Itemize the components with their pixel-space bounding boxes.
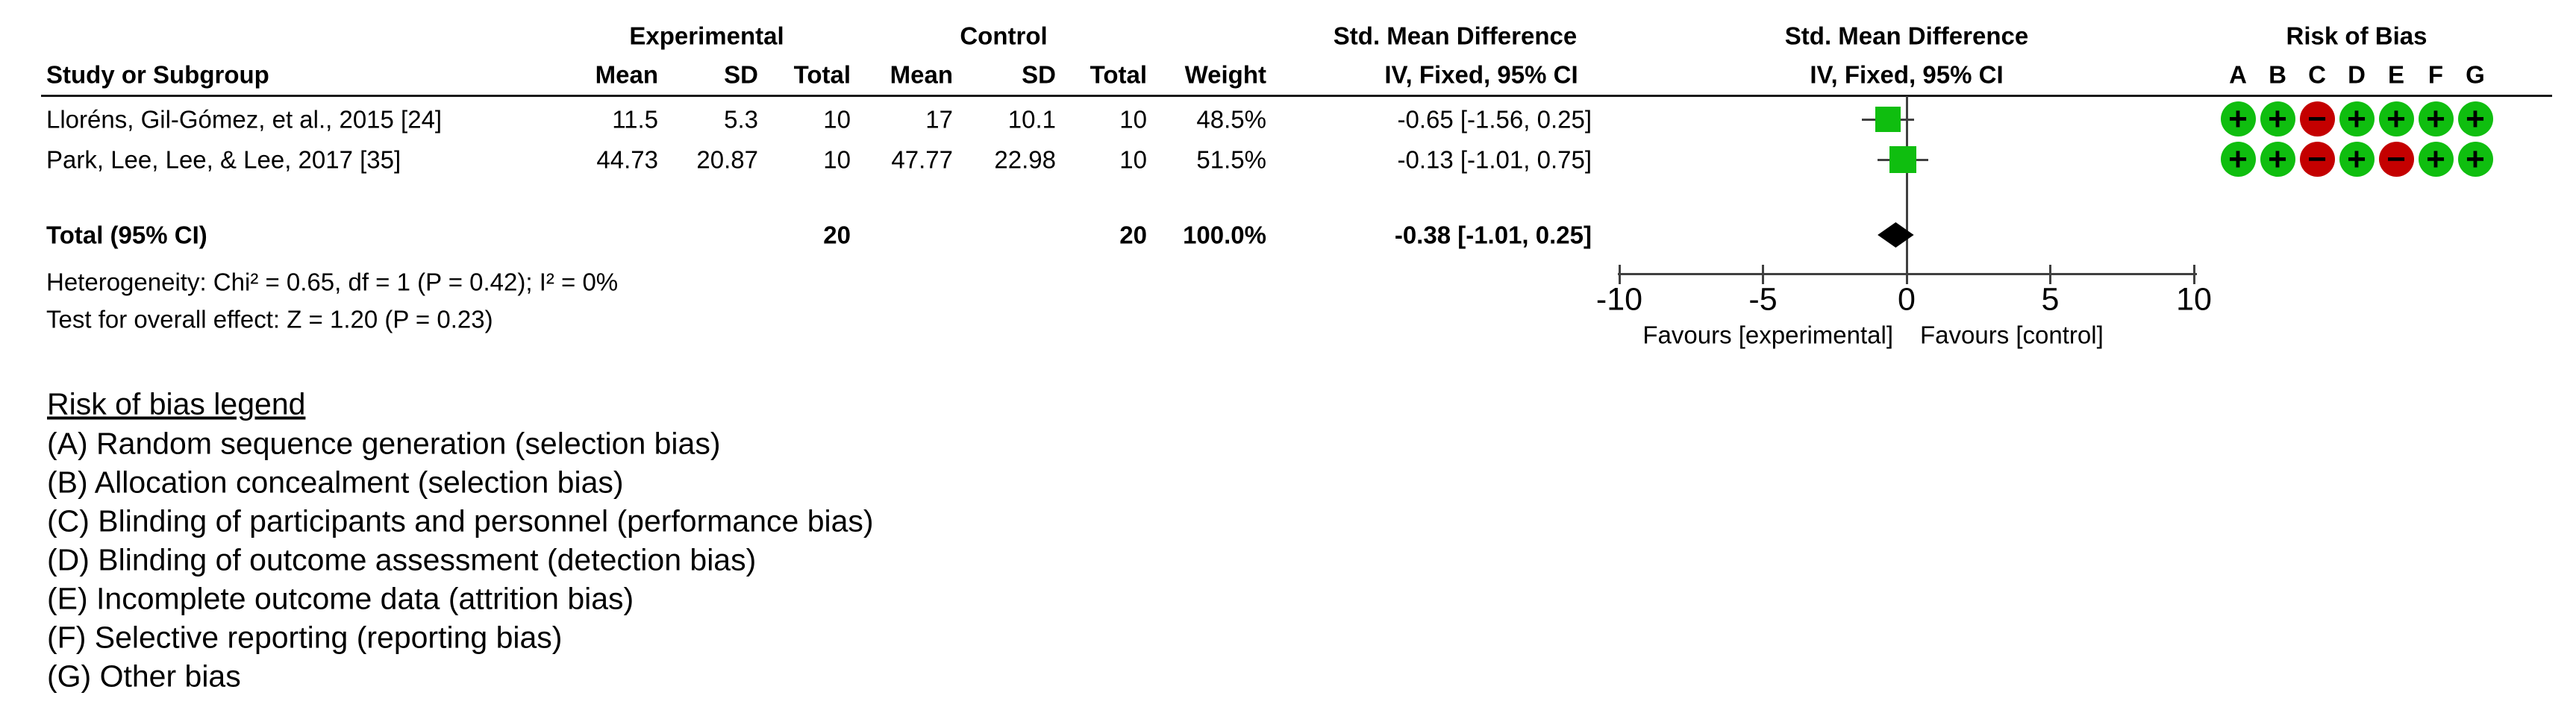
rob-row: + + − + + + + <box>0 101 2576 136</box>
total-exp-total: 20 <box>823 221 851 249</box>
cell-weight: 48.5% <box>1196 105 1266 134</box>
total-ci: -0.38 [-1.01, 0.25] <box>1394 221 1592 249</box>
rob-circle-low-risk: + <box>2418 142 2454 177</box>
col-header-ctrl-total: Total <box>1090 60 1147 89</box>
axis-tick-label: 0 <box>1898 281 1916 318</box>
rob-circle-high-risk: − <box>2378 142 2414 177</box>
cell-exp-mean: 11.5 <box>612 105 658 134</box>
rob-row: + + − + − + + <box>0 142 2576 177</box>
rob-legend-item-a: (A) Random sequence generation (selectio… <box>47 426 721 461</box>
rob-circle-low-risk: + <box>2457 101 2493 136</box>
axis-label-favours-experimental: Favours [experimental] <box>1642 321 1893 349</box>
rob-letter-e: E <box>2387 60 2405 89</box>
axis-tick <box>2192 265 2195 284</box>
col-header-weight: Weight <box>1184 60 1266 89</box>
axis-tick <box>1905 265 1908 284</box>
rob-legend-item-c: (C) Blinding of participants and personn… <box>47 503 874 538</box>
col-header-exp-sd: SD <box>724 60 758 89</box>
axis-tick-label: 5 <box>2041 281 2060 318</box>
header-rule <box>41 95 2552 97</box>
effect-square <box>1875 107 1901 132</box>
cell-ctrl-mean: 47.77 <box>891 145 953 174</box>
rob-circle-high-risk: − <box>2299 101 2335 136</box>
col-header-ci-method: IV, Fixed, 95% CI <box>1384 60 1578 89</box>
col-group-smd-text: Std. Mean Difference <box>1333 22 1578 50</box>
axis-tick <box>1762 265 1764 284</box>
total-diamond <box>1878 222 1914 248</box>
col-group-smd-plot: Std. Mean Difference <box>1784 22 2029 50</box>
rob-circle-low-risk: + <box>2220 101 2256 136</box>
rob-legend-item-f: (F) Selective reporting (reporting bias) <box>47 620 563 655</box>
cell-exp-total: 10 <box>823 145 851 174</box>
cell-exp-mean: 44.73 <box>596 145 658 174</box>
cell-weight: 51.5% <box>1196 145 1266 174</box>
rob-circle-low-risk: + <box>2339 101 2375 136</box>
col-group-risk-of-bias: Risk of Bias <box>2286 22 2427 50</box>
rob-circle-low-risk: + <box>2418 101 2454 136</box>
rob-legend-title: Risk of bias legend <box>47 386 306 421</box>
total-label: Total (95% CI) <box>46 221 207 249</box>
cell-exp-sd: 5.3 <box>724 105 758 134</box>
rob-circle-low-risk: + <box>2220 142 2256 177</box>
cell-exp-total: 10 <box>823 105 851 134</box>
col-header-exp-total: Total <box>793 60 851 89</box>
rob-legend-item-g: (G) Other bias <box>47 659 241 694</box>
rob-legend-item-b: (B) Allocation concealment (selection bi… <box>47 465 624 500</box>
cell-ctrl-sd: 22.98 <box>994 145 1056 174</box>
rob-letter-g: G <box>2466 60 2485 89</box>
axis-tick-label: -10 <box>1595 281 1643 318</box>
study-name: Lloréns, Gil-Gómez, et al., 2015 [24] <box>46 105 443 134</box>
cell-ctrl-total: 10 <box>1119 105 1147 134</box>
heterogeneity-note: Heterogeneity: Chi² = 0.65, df = 1 (P = … <box>46 268 619 296</box>
total-ctrl-total: 20 <box>1119 221 1147 249</box>
rob-legend-item-d: (D) Blinding of outcome assessment (dete… <box>47 542 757 577</box>
axis-label-favours-control: Favours [control] <box>1920 321 2104 349</box>
cell-ci: -0.65 [-1.56, 0.25] <box>1397 105 1592 134</box>
cell-ci: -0.13 [-1.01, 0.75] <box>1397 145 1592 174</box>
rob-letter-a: A <box>2229 60 2247 89</box>
rob-circle-low-risk: + <box>2378 101 2414 136</box>
rob-circle-low-risk: + <box>2260 101 2295 136</box>
cell-exp-sd: 20.87 <box>696 145 758 174</box>
axis-tick <box>2049 265 2051 284</box>
rob-letter-f: F <box>2427 60 2444 89</box>
effect-square <box>1889 146 1916 173</box>
cell-ctrl-mean: 17 <box>925 105 953 134</box>
col-group-control: Control <box>960 22 1048 50</box>
rob-circle-low-risk: + <box>2260 142 2295 177</box>
axis-tick-label: 10 <box>2176 281 2212 318</box>
axis-tick-label: -5 <box>1748 281 1778 318</box>
rob-letter-c: C <box>2308 60 2326 89</box>
axis-tick <box>1618 265 1621 284</box>
overall-effect-note: Test for overall effect: Z = 1.20 (P = 0… <box>46 305 493 333</box>
cell-ctrl-sd: 10.1 <box>1007 105 1056 134</box>
col-group-experimental: Experimental <box>629 22 784 50</box>
col-header-ctrl-mean: Mean <box>890 60 953 89</box>
zero-line <box>1906 96 1908 274</box>
rob-circle-low-risk: + <box>2457 142 2493 177</box>
col-header-study: Study or Subgroup <box>46 60 269 89</box>
rob-legend-item-e: (E) Incomplete outcome data (attrition b… <box>47 581 634 616</box>
rob-circle-high-risk: − <box>2299 142 2335 177</box>
study-name: Park, Lee, Lee, & Lee, 2017 [35] <box>46 145 401 174</box>
total-weight: 100.0% <box>1183 221 1266 249</box>
col-header-exp-mean: Mean <box>595 60 658 89</box>
col-header-ci-method-plot: IV, Fixed, 95% CI <box>1810 60 2004 89</box>
cell-ctrl-total: 10 <box>1119 145 1147 174</box>
rob-letter-d: D <box>2348 60 2366 89</box>
rob-circle-low-risk: + <box>2339 142 2375 177</box>
col-header-ctrl-sd: SD <box>1022 60 1056 89</box>
rob-letter-b: B <box>2269 60 2286 89</box>
